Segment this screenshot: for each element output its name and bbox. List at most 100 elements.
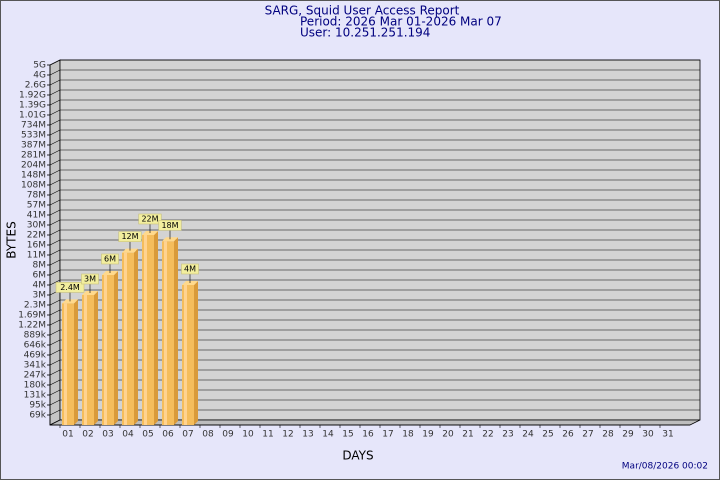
x-tick-label: 14 <box>322 430 334 440</box>
y-tick-label: 30M <box>27 221 46 231</box>
x-tick-label: 22 <box>482 430 493 440</box>
y-tick-label: 6M <box>33 271 47 281</box>
x-tick-label: 09 <box>222 430 234 440</box>
y-tick-label: 16M <box>27 241 46 251</box>
x-tick-label: 24 <box>522 430 534 440</box>
y-tick-label: 11M <box>27 251 46 261</box>
bar <box>82 295 94 425</box>
value-label: 4M <box>184 265 196 274</box>
bar-side <box>174 237 178 425</box>
y-tick-label: 5G <box>33 61 46 71</box>
y-tick-label: 646k <box>24 341 47 351</box>
grid-line <box>49 79 61 86</box>
x-tick-label: 27 <box>582 430 593 440</box>
y-tick-label: 4G <box>33 71 46 81</box>
grid-line <box>49 279 61 286</box>
grid-line <box>49 119 61 126</box>
grid-line <box>49 189 61 196</box>
grid-line <box>49 329 61 336</box>
y-tick-label: 8M <box>33 261 47 271</box>
bar-highlight <box>104 275 107 425</box>
grid-line <box>49 339 61 346</box>
bar <box>142 235 154 425</box>
value-label-box <box>55 282 85 293</box>
x-tick-label: 19 <box>422 430 434 440</box>
bar-highlight <box>144 235 147 425</box>
bar-side <box>94 291 98 425</box>
bar-highlight <box>64 303 67 425</box>
timestamp: Mar/08/2026 00:02 <box>622 462 708 472</box>
y-tick-label: 22M <box>27 231 46 241</box>
x-tick-label: 25 <box>542 430 553 440</box>
y-tick-label: 1.69M <box>18 311 46 321</box>
x-tick-label: 02 <box>82 430 93 440</box>
y-tick-label: 95k <box>29 401 46 411</box>
bar <box>62 303 74 425</box>
y-tick-label: 69k <box>29 411 46 421</box>
grid-line <box>49 259 61 266</box>
grid-line <box>49 409 61 416</box>
y-tick-label: 78M <box>27 191 46 201</box>
value-label-box <box>81 273 99 285</box>
y-tick-label: 387M <box>21 141 46 151</box>
x-tick-label: 11 <box>262 430 273 440</box>
x-tick-label: 15 <box>342 430 353 440</box>
y-axis-label: BYTES <box>5 221 19 258</box>
grid-line <box>49 369 61 376</box>
grid-line <box>49 379 61 386</box>
y-tick-label: 1.92G <box>19 91 46 101</box>
y-tick-label: 247k <box>24 371 47 381</box>
chart-title: SARG, Squid User Access Report <box>265 4 460 18</box>
bar-side <box>194 281 198 425</box>
bar <box>102 275 114 425</box>
x-tick-label: 05 <box>142 430 153 440</box>
y-tick-label: 533M <box>21 131 46 141</box>
x-tick-label: 04 <box>122 430 134 440</box>
grid-line <box>49 169 61 176</box>
bar <box>182 285 194 425</box>
grid-line <box>49 269 61 276</box>
y-tick-label: 341k <box>24 361 47 371</box>
x-tick-label: 29 <box>622 430 634 440</box>
y-tick-label: 4M <box>33 281 47 291</box>
value-label-box <box>101 253 119 265</box>
bar <box>162 241 174 425</box>
y-tick-label: 1.22M <box>18 321 46 331</box>
y-tick-label: 2.3M <box>24 301 46 311</box>
y-tick-label: 57M <box>27 201 46 211</box>
x-tick-label: 23 <box>502 430 513 440</box>
grid-line <box>49 109 61 116</box>
value-label-box <box>118 231 142 242</box>
value-label: 2.4M <box>60 283 80 292</box>
y-tick-label: 108M <box>21 181 46 191</box>
grid-line <box>49 139 61 146</box>
y-tick-label: 734M <box>21 121 46 131</box>
x-tick-label: 03 <box>102 430 113 440</box>
grid-line <box>49 229 61 236</box>
bar-highlight <box>84 295 87 425</box>
x-tick-label: 31 <box>662 430 673 440</box>
bar-highlight <box>124 252 127 425</box>
x-axis-label: DAYS <box>342 449 373 463</box>
grid-line <box>49 239 61 246</box>
y-tick-label: 1.39G <box>19 101 46 111</box>
grid-line <box>49 249 61 256</box>
grid-line <box>49 389 61 396</box>
grid-line <box>49 219 61 226</box>
x-tick-label: 21 <box>462 430 473 440</box>
y-tick-label: 469k <box>24 351 47 361</box>
value-label: 6M <box>104 255 116 264</box>
grid-line <box>49 309 61 316</box>
bar-side <box>114 271 118 425</box>
grid-line <box>49 319 61 326</box>
value-label: 22M <box>141 215 158 224</box>
y-tick-label: 148M <box>21 171 46 181</box>
grid-line <box>49 129 61 136</box>
bar-highlight <box>184 285 187 425</box>
x-tick-label: 08 <box>202 430 214 440</box>
x-tick-label: 28 <box>602 430 614 440</box>
y-tick-label: 180k <box>24 381 47 391</box>
value-label: 18M <box>161 221 178 230</box>
